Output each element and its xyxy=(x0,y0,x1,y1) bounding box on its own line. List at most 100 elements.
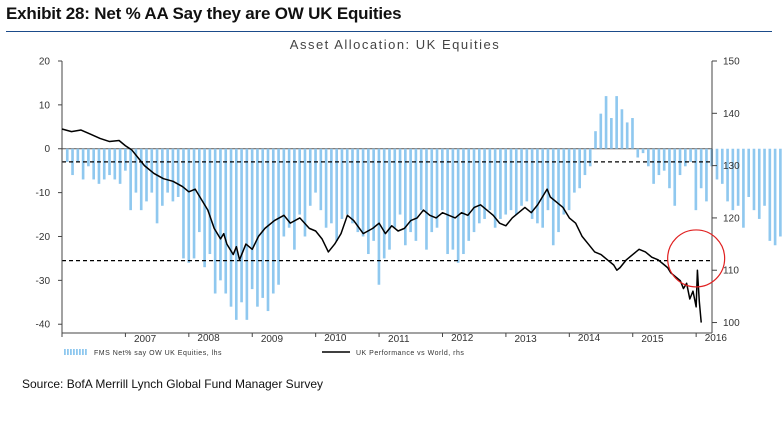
exhibit-title: Exhibit 28: Net % AA Say they are OW UK … xyxy=(6,4,402,23)
bar-111 xyxy=(652,148,655,184)
bar-126 xyxy=(731,148,735,211)
bar-41 xyxy=(282,148,286,237)
bar-117 xyxy=(683,148,687,167)
uk-performance-line xyxy=(61,128,702,323)
bar-125 xyxy=(726,148,729,202)
x-tick-label: 2014 xyxy=(578,333,601,344)
right-tick-label: 120 xyxy=(723,213,740,224)
bar-3 xyxy=(81,148,85,180)
bar-25 xyxy=(198,148,201,233)
bar-115 xyxy=(673,148,677,206)
bar-2 xyxy=(76,148,80,162)
bar-120 xyxy=(699,148,703,189)
bar-26 xyxy=(203,148,206,268)
bar-101 xyxy=(599,113,603,149)
source-note: Source: BofA Merrill Lynch Global Fund M… xyxy=(22,377,324,391)
bar-74 xyxy=(456,148,460,263)
bar-135 xyxy=(779,148,782,237)
bar-86 xyxy=(520,148,523,206)
bar-19 xyxy=(166,148,169,193)
bar-127 xyxy=(736,148,740,206)
bar-42 xyxy=(287,148,291,228)
bar-12 xyxy=(129,148,132,211)
bar-119 xyxy=(694,148,698,211)
bar-28 xyxy=(213,148,217,294)
bar-37 xyxy=(261,148,265,298)
line-series xyxy=(61,128,702,323)
bar-22 xyxy=(182,148,185,259)
bar-106 xyxy=(625,122,629,149)
bar-45 xyxy=(303,148,307,237)
bar-108 xyxy=(636,148,640,158)
x-tick-label: 2008 xyxy=(197,333,220,344)
bar-51 xyxy=(335,148,338,241)
bar-21 xyxy=(176,148,180,197)
bar-113 xyxy=(662,148,666,171)
bar-20 xyxy=(171,148,175,202)
left-tick-label: -30 xyxy=(36,276,51,287)
left-tick-label: -20 xyxy=(36,232,51,243)
bar-10 xyxy=(118,148,122,184)
bar-73 xyxy=(451,148,455,250)
bar-130 xyxy=(752,148,756,211)
bar-29 xyxy=(219,148,222,281)
bar-77 xyxy=(472,148,476,233)
bar-124 xyxy=(720,148,724,184)
bar-107 xyxy=(631,118,634,149)
bar-55 xyxy=(356,148,360,233)
x-tick-label: 2012 xyxy=(451,333,474,344)
x-tick-label: 2015 xyxy=(641,334,664,345)
bar-121 xyxy=(705,148,708,202)
bar-93 xyxy=(557,148,560,233)
bar-123 xyxy=(715,148,719,180)
bar-48 xyxy=(319,148,323,211)
bar-0 xyxy=(65,148,69,162)
bar-118 xyxy=(689,148,692,162)
bar-13 xyxy=(134,148,138,193)
left-tick-label: -40 xyxy=(36,320,51,331)
bar-30 xyxy=(224,148,228,294)
bar-87 xyxy=(525,148,529,202)
bar-133 xyxy=(768,148,772,241)
bar-11 xyxy=(124,148,127,171)
bar-59 xyxy=(377,148,381,285)
bar-31 xyxy=(229,148,233,307)
bar-129 xyxy=(747,148,751,197)
bar-131 xyxy=(757,148,761,219)
bar-95 xyxy=(567,148,571,211)
bar-52 xyxy=(340,148,344,219)
bar-94 xyxy=(562,148,566,215)
bar-23 xyxy=(187,148,191,263)
bar-33 xyxy=(240,148,243,303)
legend-bar-swatch xyxy=(64,349,87,355)
highlight-circle xyxy=(667,229,726,288)
bar-91 xyxy=(546,148,550,211)
bar-44 xyxy=(298,148,302,215)
bar-98 xyxy=(583,148,587,176)
left-tick-label: -10 xyxy=(36,188,51,199)
title-rule xyxy=(6,31,772,32)
bar-16 xyxy=(150,148,154,193)
bar-61 xyxy=(388,148,391,250)
bar-66 xyxy=(414,148,418,241)
bar-97 xyxy=(578,148,581,189)
bar-103 xyxy=(610,118,613,149)
bar-68 xyxy=(425,148,428,250)
bar-79 xyxy=(483,148,486,219)
bar-5 xyxy=(92,148,95,180)
legend-line-label: UK Performance vs World, rhs xyxy=(356,350,464,357)
bar-9 xyxy=(113,148,117,180)
bar-7 xyxy=(102,148,106,180)
bar-38 xyxy=(266,148,270,312)
bar-17 xyxy=(155,148,159,224)
left-tick-label: 10 xyxy=(39,100,51,111)
bar-83 xyxy=(504,148,508,215)
bar-128 xyxy=(742,148,745,228)
bar-53 xyxy=(345,148,349,215)
bar-56 xyxy=(361,148,365,237)
legend-bar-label: FMS Net% say OW UK Equities, lhs xyxy=(94,350,222,357)
bar-14 xyxy=(139,148,143,211)
x-tick-label: 2007 xyxy=(134,334,157,345)
bar-46 xyxy=(308,148,312,206)
